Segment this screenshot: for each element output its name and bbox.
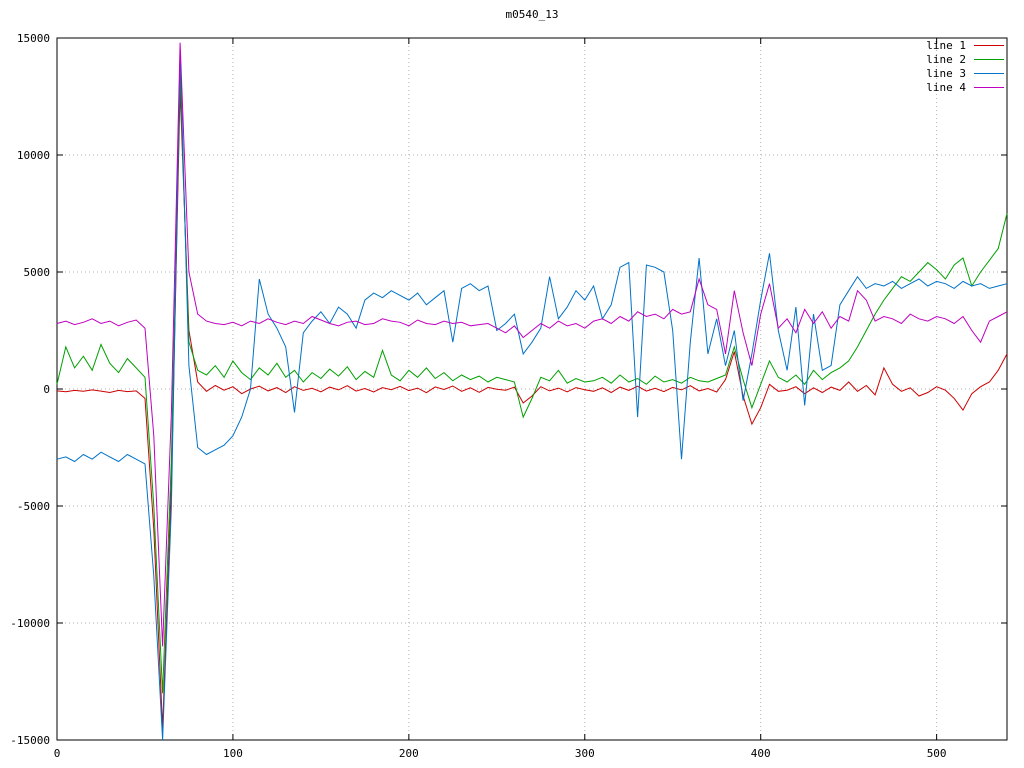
legend-entry-line-3: line 3 (926, 67, 1004, 80)
y-tick-label: -10000 (10, 617, 50, 630)
y-tick-label: 0 (43, 383, 50, 396)
y-tick-label: -15000 (10, 734, 50, 747)
series-line-1 (56, 89, 1008, 729)
chart-title: m0540_13 (505, 8, 559, 21)
x-tick-label: 0 (54, 747, 61, 760)
series-line-4 (56, 42, 1008, 647)
x-tick-label: 400 (751, 747, 771, 760)
legend-label: line 4 (926, 81, 966, 94)
y-tick-label: -5000 (17, 500, 50, 513)
legend-entry-line-2: line 2 (926, 53, 1004, 66)
x-tick-label: 300 (575, 747, 595, 760)
plot-border (56, 37, 1008, 741)
y-tick-label: 10000 (17, 149, 50, 162)
series-line-3 (56, 49, 1008, 741)
y-tick-label: 15000 (17, 32, 50, 45)
y-tick-label: 5000 (24, 266, 51, 279)
legend-line-sample (974, 73, 1004, 74)
legend-line-sample (974, 45, 1004, 46)
legend-label: line 2 (926, 53, 966, 66)
x-tick-label: 100 (223, 747, 243, 760)
x-tick-label: 500 (927, 747, 947, 760)
x-tick-label: 200 (399, 747, 419, 760)
legend-label: line 3 (926, 67, 966, 80)
legend-entry-line-4: line 4 (926, 81, 1004, 94)
series-line-2 (56, 73, 1008, 694)
legend: line 1 line 2 line 3 line 4 (926, 39, 1004, 94)
legend-entry-line-1: line 1 (926, 39, 1004, 52)
legend-line-sample (974, 87, 1004, 88)
legend-line-sample (974, 59, 1004, 60)
legend-label: line 1 (926, 39, 966, 52)
